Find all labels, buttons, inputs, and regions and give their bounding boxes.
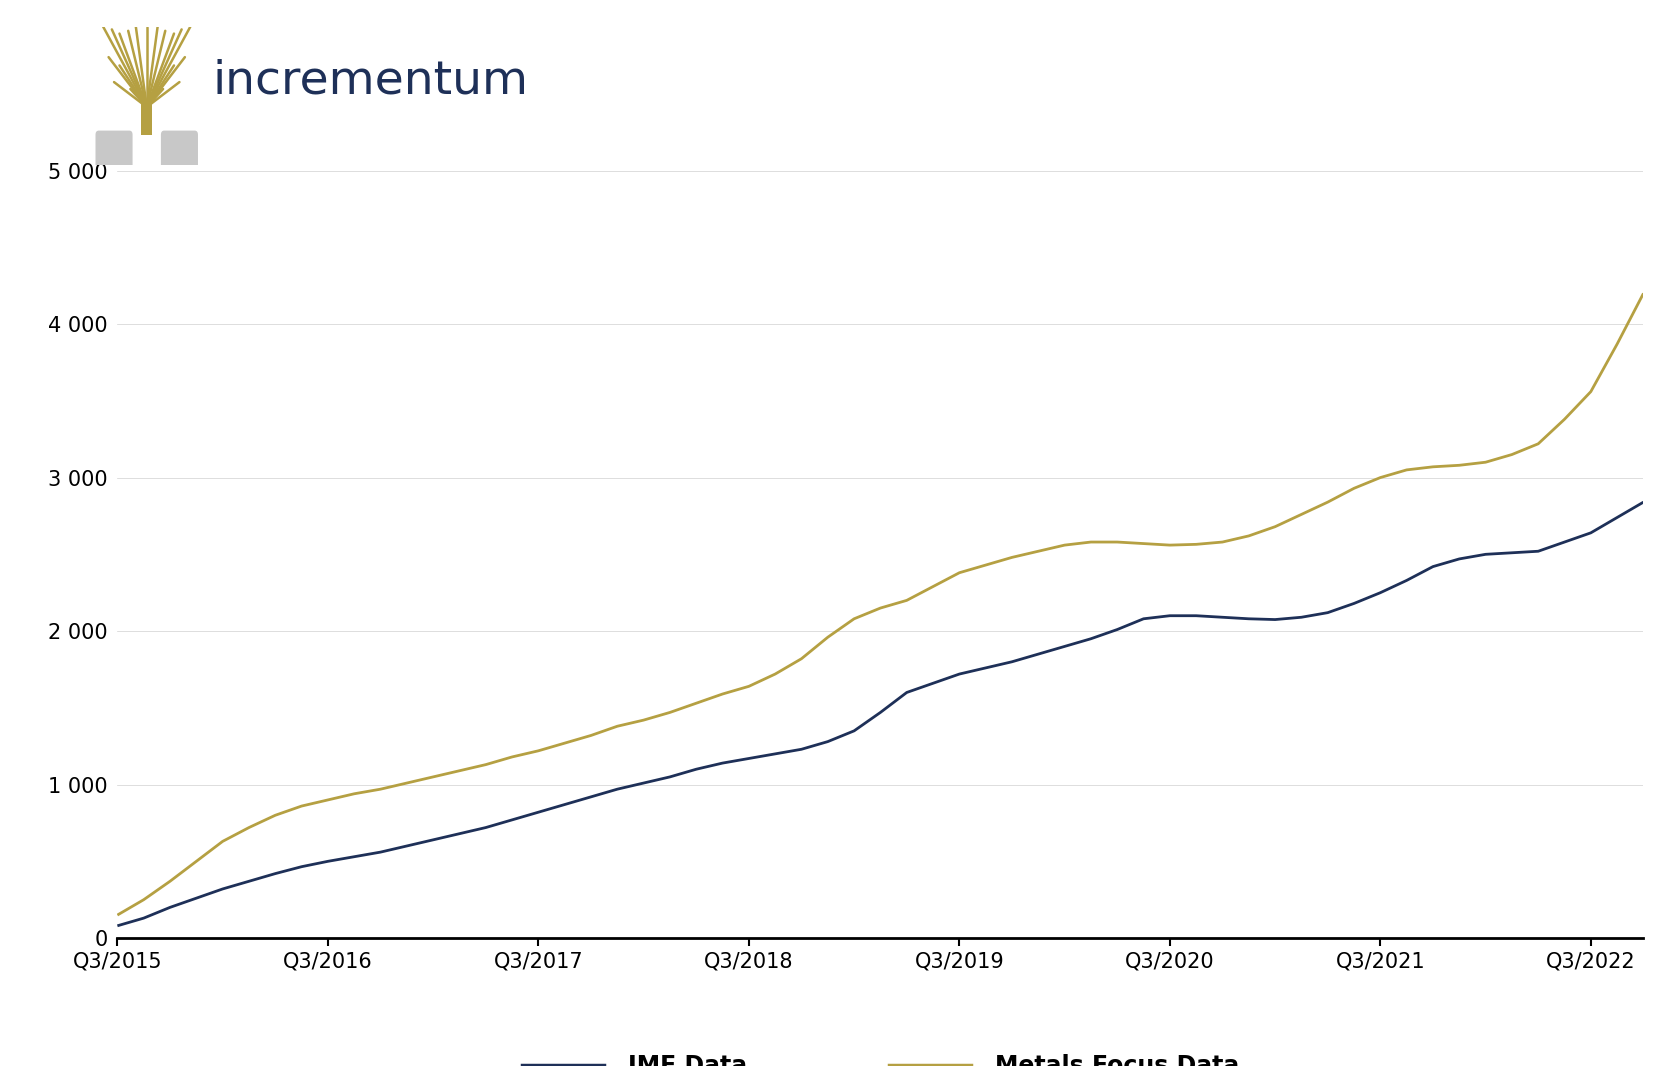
FancyBboxPatch shape (96, 131, 132, 169)
FancyBboxPatch shape (161, 131, 198, 169)
Legend: IMF Data, Metals Focus Data: IMF Data, Metals Focus Data (511, 1045, 1249, 1066)
Bar (141, 104, 153, 134)
Text: incrementum: incrementum (213, 59, 528, 103)
